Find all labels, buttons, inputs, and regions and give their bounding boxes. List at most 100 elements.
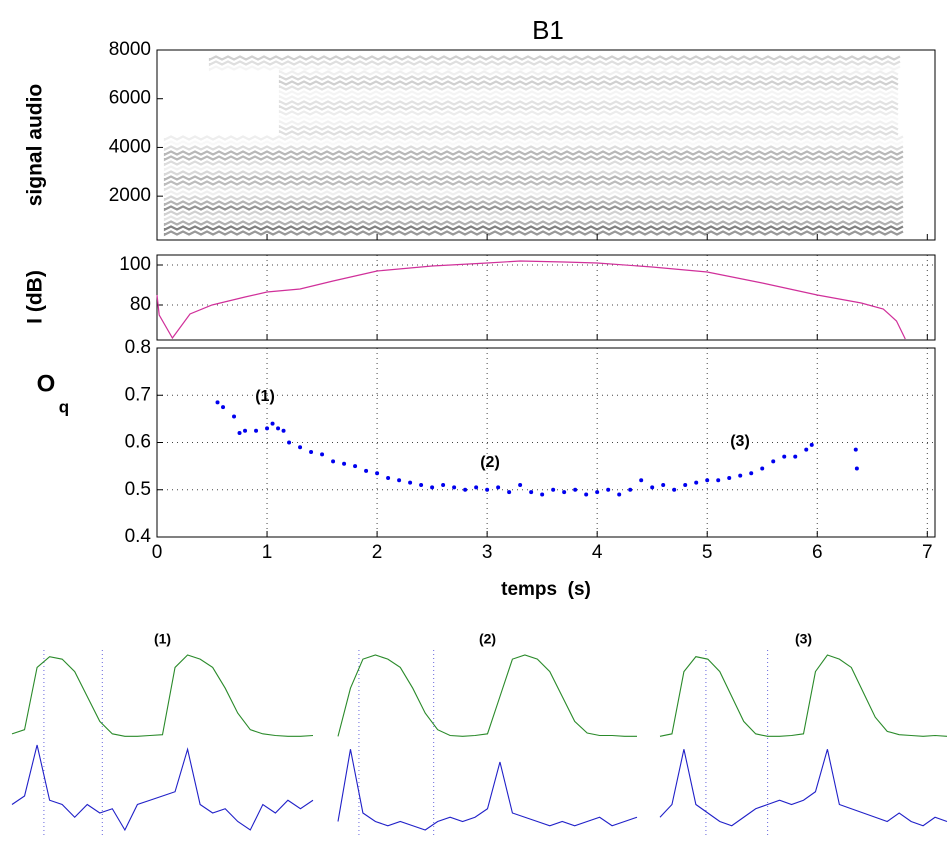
point bbox=[518, 483, 523, 488]
point bbox=[628, 487, 633, 492]
point bbox=[716, 478, 721, 483]
point bbox=[606, 487, 611, 492]
y-tick-label: 0.6 bbox=[125, 432, 151, 453]
spectrogram-texture bbox=[163, 230, 904, 237]
point bbox=[562, 490, 567, 495]
spectrogram-texture bbox=[163, 145, 904, 152]
point bbox=[364, 468, 369, 473]
point bbox=[540, 492, 545, 497]
y-tick-label: 4000 bbox=[109, 136, 151, 157]
point bbox=[215, 400, 220, 405]
spectrogram-texture bbox=[163, 210, 904, 217]
spectrogram-texture bbox=[278, 94, 899, 101]
intensity-line bbox=[156, 260, 906, 340]
spectrogram-texture bbox=[278, 69, 899, 76]
point bbox=[298, 445, 303, 450]
point bbox=[281, 428, 286, 433]
flow-line bbox=[659, 654, 948, 737]
point bbox=[573, 487, 578, 492]
x-tick-label: 5 bbox=[702, 542, 713, 563]
plot-frame bbox=[156, 254, 936, 341]
point bbox=[485, 487, 490, 492]
flow-derivative-line bbox=[659, 749, 948, 827]
point bbox=[463, 487, 468, 492]
point bbox=[441, 483, 446, 488]
point bbox=[452, 485, 457, 490]
point bbox=[705, 478, 710, 483]
annotation: (1) bbox=[255, 388, 275, 405]
point bbox=[804, 447, 809, 452]
spectrogram-texture bbox=[278, 79, 899, 86]
point bbox=[309, 449, 314, 454]
point bbox=[386, 475, 391, 480]
y-tick-label: 0.8 bbox=[125, 337, 151, 358]
point bbox=[430, 485, 435, 490]
y-tick-label: 0.5 bbox=[125, 479, 151, 500]
x-tick-label: 2 bbox=[372, 542, 383, 563]
point bbox=[408, 480, 413, 485]
point bbox=[353, 464, 358, 469]
inset-title: (1) bbox=[154, 631, 171, 647]
spectrogram-texture bbox=[163, 170, 904, 177]
spectrogram-texture bbox=[163, 185, 904, 192]
point bbox=[529, 490, 534, 495]
flow-derivative-line bbox=[337, 749, 638, 831]
spectrogram-texture bbox=[208, 55, 901, 62]
point bbox=[375, 471, 380, 476]
x-tick-label: 1 bbox=[262, 542, 273, 563]
spectrogram-texture bbox=[163, 225, 904, 232]
point bbox=[760, 466, 765, 471]
point bbox=[254, 428, 259, 433]
spectrogram-texture bbox=[163, 165, 904, 172]
spectrogram-texture bbox=[163, 180, 904, 187]
y-axis-label: I (dB) bbox=[24, 270, 47, 324]
annotation: (3) bbox=[730, 433, 750, 450]
point bbox=[419, 483, 424, 488]
x-axis-label: temps (s) bbox=[501, 579, 591, 600]
point bbox=[221, 405, 226, 410]
spectrogram-texture bbox=[278, 109, 899, 116]
point bbox=[496, 485, 501, 490]
x-tick-label: 7 bbox=[922, 542, 933, 563]
point bbox=[584, 492, 589, 497]
point bbox=[265, 426, 270, 431]
point bbox=[617, 492, 622, 497]
y-tick-label: 0.7 bbox=[125, 384, 151, 405]
spectrogram-texture bbox=[278, 74, 899, 81]
point bbox=[320, 452, 325, 457]
spectrogram-texture bbox=[278, 114, 899, 121]
y-axis-label: O bbox=[37, 370, 56, 397]
spectrogram-texture bbox=[208, 65, 901, 72]
y-tick-label: 0.4 bbox=[125, 526, 152, 547]
flow-derivative-line bbox=[11, 744, 314, 832]
point bbox=[782, 454, 787, 459]
spectrogram-texture bbox=[208, 60, 901, 67]
spectrogram-texture bbox=[278, 129, 899, 136]
spectrogram-texture bbox=[278, 119, 899, 126]
flow-line bbox=[337, 654, 637, 737]
point bbox=[276, 426, 281, 431]
flow-line bbox=[11, 654, 314, 737]
plot-frame bbox=[156, 49, 936, 241]
point bbox=[639, 478, 644, 483]
spectrogram-texture bbox=[163, 150, 904, 157]
spectrogram-texture bbox=[163, 205, 904, 212]
point bbox=[793, 454, 798, 459]
point bbox=[551, 487, 556, 492]
y-tick-label: 80 bbox=[130, 294, 151, 315]
spectrogram-texture bbox=[163, 200, 904, 207]
x-tick-label: 6 bbox=[812, 542, 823, 563]
spectrogram-texture bbox=[163, 135, 904, 142]
y-tick-label: 2000 bbox=[109, 185, 151, 206]
point bbox=[397, 478, 402, 483]
spectrogram-texture bbox=[278, 89, 899, 96]
spectrogram-texture bbox=[163, 175, 904, 182]
point bbox=[237, 431, 242, 436]
x-tick-label: 3 bbox=[482, 542, 493, 563]
spectrogram-texture bbox=[163, 215, 904, 222]
chart-title: B1 bbox=[532, 15, 564, 45]
annotation: (2) bbox=[480, 454, 500, 471]
point bbox=[342, 461, 347, 466]
spectrogram-texture bbox=[163, 140, 904, 147]
y-tick-label: 6000 bbox=[109, 88, 151, 109]
